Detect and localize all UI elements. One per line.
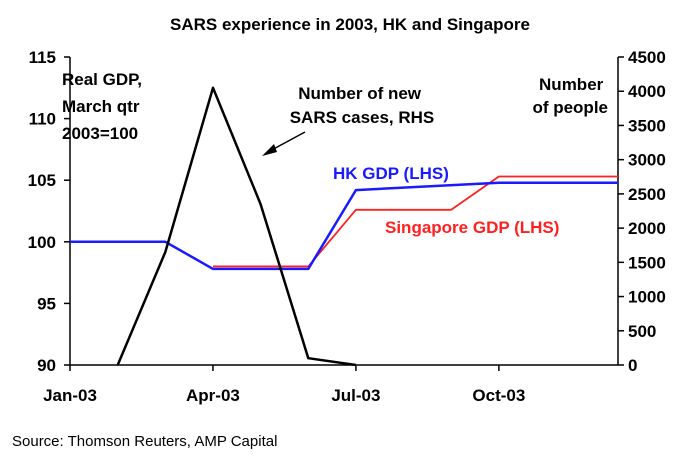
left-axis-ticks: 90 95 100 105 110 115 — [28, 48, 70, 375]
right-tick-label: 1500 — [628, 253, 666, 272]
right-tick-label: 500 — [628, 322, 656, 341]
left-axis-label-line: March qtr — [62, 97, 140, 116]
right-tick-label: 2000 — [628, 219, 666, 238]
left-tick-label: 95 — [37, 294, 56, 313]
sars-series-label: Number of new SARS cases, RHS — [290, 84, 435, 127]
series-line-number-of-new-sars-cases-rhs — [116, 86, 357, 367]
sars-arrow — [262, 131, 306, 156]
x-tick-label: Jan-03 — [43, 386, 97, 405]
right-tick-label: 4000 — [628, 82, 666, 101]
left-tick-label: 110 — [29, 110, 56, 129]
hk-gdp-label: HK GDP (LHS) — [333, 164, 449, 183]
right-tick-label: 4500 — [628, 48, 666, 67]
left-axis-label-line: 2003=100 — [62, 124, 138, 143]
left-axis-label-line: Real GDP, — [62, 70, 142, 89]
right-tick-label: 0 — [628, 356, 637, 375]
right-axis-ticks: 0 500 1000 1500 2000 2500 3000 3500 4000 4500 — [618, 48, 666, 375]
singapore-gdp-label: Singapore GDP (LHS) — [385, 218, 559, 237]
right-tick-label: 1000 — [628, 288, 666, 307]
right-axis-label-line: Number — [539, 75, 604, 94]
source-note: Source: Thomson Reuters, AMP Capital — [12, 433, 277, 450]
right-tick-label: 3500 — [628, 116, 666, 135]
sars-label-line: SARS cases, RHS — [290, 108, 435, 127]
right-axis-label-line: of people — [532, 98, 608, 117]
plot-frame — [69, 57, 619, 366]
right-tick-label: 3000 — [628, 151, 666, 170]
x-tick-label: Oct-03 — [472, 386, 525, 405]
left-tick-label: 90 — [37, 356, 56, 375]
right-axis-label: Number of people — [532, 75, 608, 117]
series-group — [70, 86, 618, 367]
left-axis-label: Real GDP, March qtr 2003=100 — [62, 70, 147, 143]
left-tick-label: 105 — [28, 171, 56, 190]
x-tick-label: Jul-03 — [331, 386, 380, 405]
series-line-singapore-gdp-lhs — [213, 175, 618, 268]
x-axis-ticks: Jan-03 Apr-03 Jul-03 Oct-03 — [43, 365, 525, 405]
chart-title: SARS experience in 2003, HK and Singapor… — [170, 15, 530, 34]
x-tick-label: Apr-03 — [186, 386, 240, 405]
right-tick-label: 2500 — [628, 185, 666, 204]
series-line-hk-gdp-lhs — [70, 181, 618, 271]
left-tick-label: 100 — [28, 233, 56, 252]
sars-label-line: Number of new — [298, 84, 422, 103]
left-tick-label: 115 — [29, 48, 56, 67]
